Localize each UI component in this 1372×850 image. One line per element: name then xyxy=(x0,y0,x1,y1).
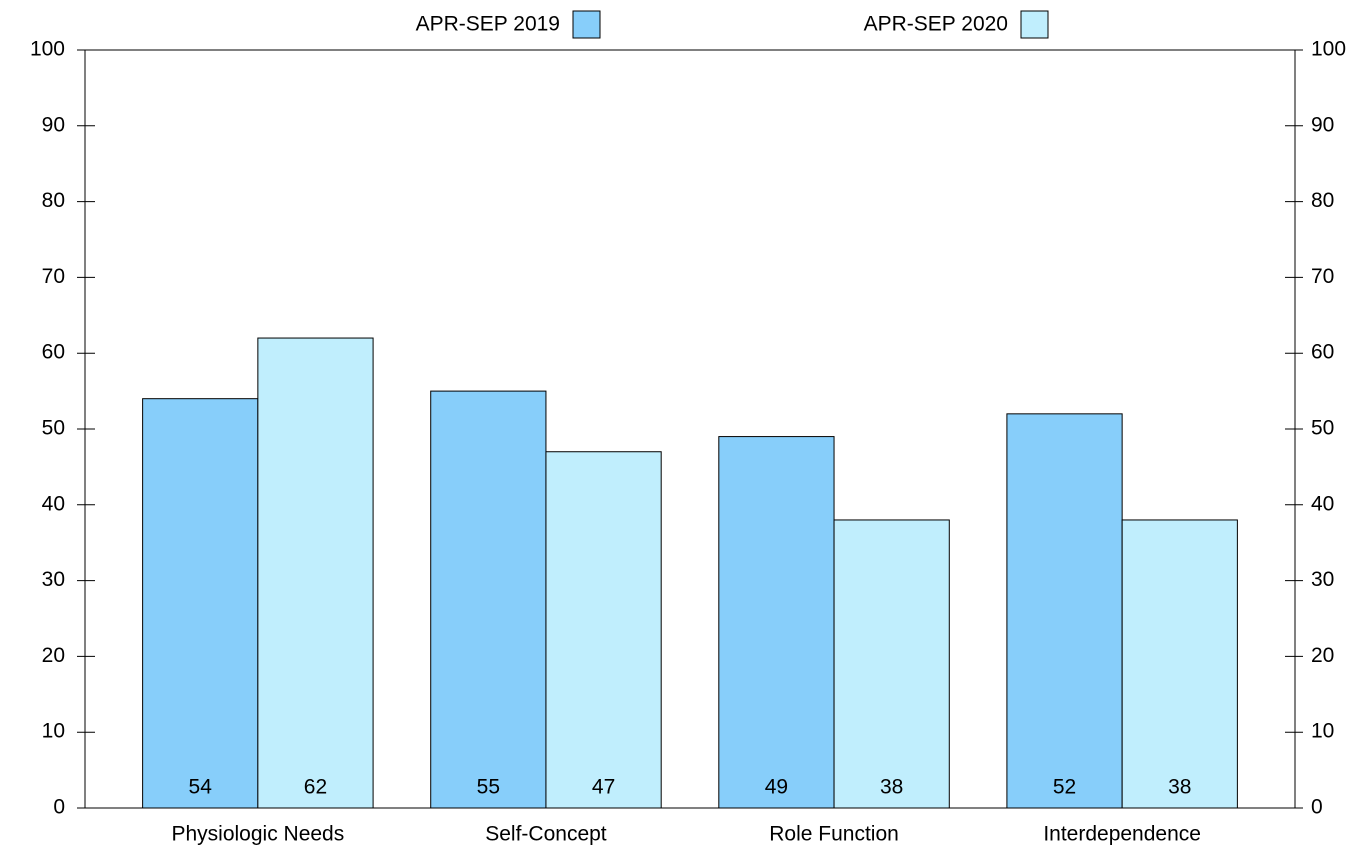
bar xyxy=(1006,413,1123,809)
y2-tick-label: 10 xyxy=(1311,720,1334,743)
legend-label: APR-SEP 2019 xyxy=(416,13,560,36)
bar xyxy=(142,398,259,809)
y2-tick-label: 60 xyxy=(1311,341,1334,364)
x-tick-label: Physiologic Needs xyxy=(171,823,344,846)
bar xyxy=(545,451,662,809)
y2-tick-label: 70 xyxy=(1311,265,1334,288)
y-tick-label: 40 xyxy=(42,492,65,515)
y2-tick-label: 100 xyxy=(1311,38,1346,61)
legend-swatch xyxy=(572,10,601,39)
y-tick-label: 30 xyxy=(42,568,65,591)
bar xyxy=(833,519,950,809)
y2-tick-label: 50 xyxy=(1311,417,1334,440)
y2-tick-label: 20 xyxy=(1311,644,1334,667)
y2-tick-label: 40 xyxy=(1311,492,1334,515)
y-tick-label: 70 xyxy=(42,265,65,288)
legend-swatch xyxy=(1020,10,1049,39)
y-tick-label: 50 xyxy=(42,417,65,440)
y-tick-label: 100 xyxy=(30,38,65,61)
y2-tick-label: 80 xyxy=(1311,189,1334,212)
y-tick-label: 80 xyxy=(42,189,65,212)
data-label: 55 xyxy=(477,776,500,799)
data-label: 54 xyxy=(189,776,213,799)
x-tick-label: Role Function xyxy=(769,823,899,846)
x-tick-label: Interdependence xyxy=(1043,823,1201,846)
data-label: 49 xyxy=(765,776,788,799)
y-tick-label: 60 xyxy=(42,341,65,364)
bar xyxy=(257,337,374,809)
y-tick-label: 0 xyxy=(53,796,65,819)
y-tick-label: 20 xyxy=(42,644,65,667)
y-tick-label: 10 xyxy=(42,720,65,743)
y2-tick-label: 0 xyxy=(1311,796,1323,819)
y2-tick-label: 30 xyxy=(1311,568,1334,591)
y2-tick-label: 90 xyxy=(1311,113,1334,136)
bar xyxy=(718,436,835,809)
legend-label: APR-SEP 2020 xyxy=(864,13,1008,36)
data-label: 62 xyxy=(304,776,327,799)
bar xyxy=(430,390,547,809)
data-label: 52 xyxy=(1053,776,1076,799)
data-label: 47 xyxy=(592,776,615,799)
y-tick-label: 90 xyxy=(42,113,65,136)
bar xyxy=(1121,519,1238,809)
data-label: 38 xyxy=(880,776,903,799)
x-tick-label: Self-Concept xyxy=(485,823,607,846)
data-label: 38 xyxy=(1168,776,1191,799)
